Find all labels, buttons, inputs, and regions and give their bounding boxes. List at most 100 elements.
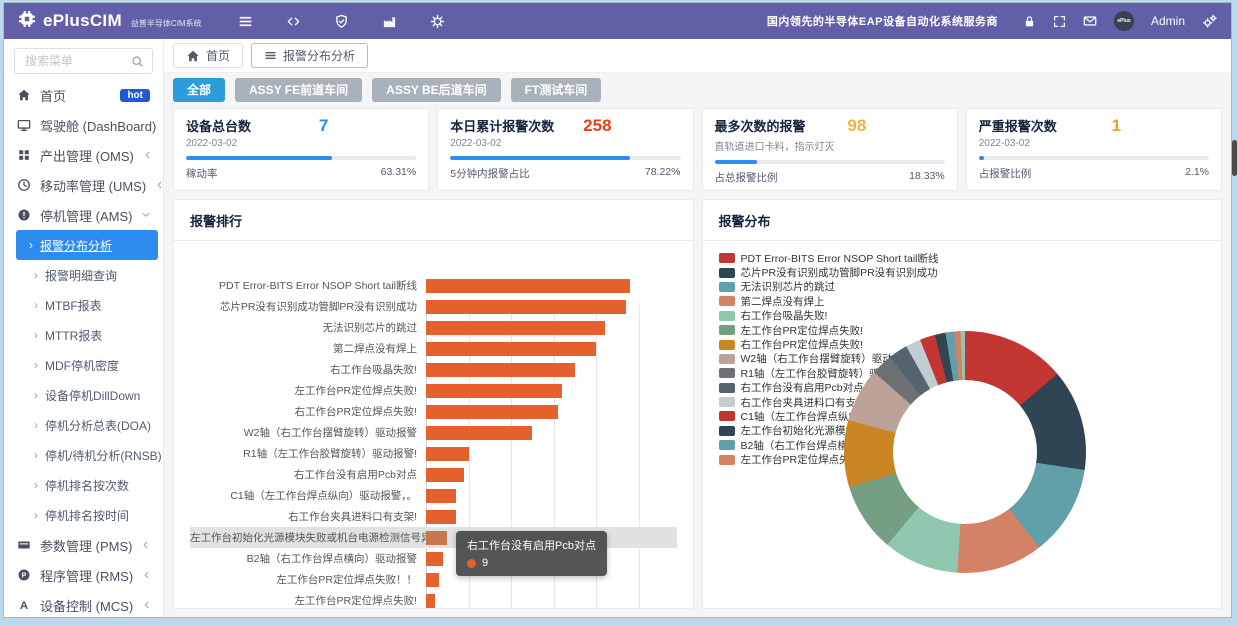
legend-label: 右工作台吸晶失败!	[740, 310, 828, 323]
filter-button-0[interactable]: 全部	[173, 77, 226, 102]
user-name[interactable]: Admin	[1150, 14, 1185, 28]
bar-2[interactable]	[426, 320, 605, 335]
legend-item-4[interactable]: 右工作台吸晶失败!	[718, 309, 1014, 323]
bar-14[interactable]	[426, 572, 439, 587]
bar-row-13[interactable]: B2轴（右工作台焊点横向）驱动报警	[190, 548, 677, 569]
kpi-progress-fill	[714, 160, 757, 164]
legend-item-1[interactable]: 芯片PR没有识别成功管脚PR没有识别成功	[718, 265, 1014, 279]
donut-chart[interactable]	[843, 331, 1086, 573]
bar-row-1[interactable]: 芯片PR没有识别成功管脚PR没有识别成功	[190, 296, 677, 317]
bar-1[interactable]	[426, 299, 626, 314]
sidebar-subitem-5[interactable]: › 设备停机DillDown	[4, 380, 163, 410]
sidebar-item-5[interactable]: 参数管理 (PMS)	[4, 530, 163, 560]
bar-row-0[interactable]: PDT Error-BITS Error NSOP Short tail断线	[190, 275, 677, 296]
bar-row-4[interactable]: 右工作台吸晶失败!	[190, 359, 677, 380]
legend-swatch	[718, 253, 735, 264]
bar-row-2[interactable]: 无法识别芯片的跳过	[190, 317, 677, 338]
bar-category-label: R1轴（左工作台胶臂旋转）驱动报警!	[243, 448, 417, 460]
app-logo: ePlusCIM 益普半导体CIM系统	[18, 10, 202, 33]
search-icon[interactable]	[131, 55, 144, 68]
bar-9[interactable]	[426, 467, 465, 482]
legend-item-6[interactable]: 右工作台PR定位焊点失败!	[718, 337, 1014, 351]
bar-row-3[interactable]: 第二焊点没有焊上	[190, 338, 677, 359]
sidebar-subitem-1[interactable]: › 报警明细查询	[4, 260, 163, 290]
legend-swatch	[718, 353, 735, 364]
sidebar-item-6[interactable]: P 程序管理 (RMS)	[4, 560, 163, 590]
kpi-value: 98	[847, 116, 867, 135]
bar-8[interactable]	[426, 446, 469, 461]
legend-item-10[interactable]: 右工作台夹具进料口有支架!	[718, 395, 1014, 409]
bar-category-label: 芯片PR没有识别成功管脚PR没有识别成功	[219, 301, 417, 313]
avatar[interactable]: ePlus	[1113, 11, 1134, 31]
app-subtitle: 益普半导体CIM系统	[130, 18, 202, 28]
sidebar-subitem-6[interactable]: › 停机分析总表(DOA)	[4, 410, 163, 440]
search-input[interactable]	[23, 53, 125, 69]
bar-row-10[interactable]: C1轴（左工作台焊点纵向）驱动报警，。	[190, 485, 677, 506]
lock-icon[interactable]	[1023, 15, 1036, 28]
sidebar-subitem-3[interactable]: › MTTR报表	[4, 320, 163, 350]
settings-gears-icon[interactable]	[1202, 14, 1217, 29]
sidebar-item-3[interactable]: 移动率管理 (UMS)	[4, 170, 163, 200]
bar-7[interactable]	[426, 425, 533, 440]
bar-10[interactable]	[426, 488, 456, 503]
sidebar-item-2[interactable]: 产出管理 (OMS)	[4, 140, 163, 170]
bar-row-14[interactable]: 左工作台PR定位焊点失败！！	[190, 569, 677, 590]
tab-1[interactable]: 报警分布分析	[251, 43, 369, 68]
bar-row-8[interactable]: R1轴（左工作台胶臂旋转）驱动报警!	[190, 443, 677, 464]
hot-badge: hot	[120, 88, 150, 102]
sidebar-item-7[interactable]: A 设备控制 (MCS)	[4, 590, 163, 617]
legend-item-9[interactable]: 右工作台没有启用Pcb对点	[718, 381, 1014, 395]
sidebar-subitem-2[interactable]: › MTBF报表	[4, 290, 163, 320]
factory-icon[interactable]	[382, 14, 397, 29]
legend-item-2[interactable]: 无法识别芯片的跳过	[718, 280, 1014, 294]
menu-icon[interactable]	[238, 14, 253, 29]
sidebar-subitem-8[interactable]: › 停机排名按次数	[4, 470, 163, 500]
mail-icon[interactable]	[1083, 14, 1097, 28]
shield-icon[interactable]	[334, 14, 349, 29]
sidebar-item-0[interactable]: 首页 hot	[4, 80, 163, 110]
bar-zone	[426, 527, 639, 548]
bar-5[interactable]	[426, 383, 562, 398]
legend-item-7[interactable]: W2轴（右工作台摆臂旋转）驱动报警	[718, 352, 1014, 366]
bar-row-9[interactable]: 右工作台没有启用Pcb对点	[190, 464, 677, 485]
sidebar-subitem-4[interactable]: › MDF停机密度	[4, 350, 163, 380]
home-icon	[17, 88, 31, 102]
bar-3[interactable]	[426, 341, 596, 356]
bar-4[interactable]	[426, 362, 575, 377]
tab-0[interactable]: 首页	[173, 43, 244, 68]
scrollbar-thumb[interactable]	[1232, 140, 1237, 176]
bar-row-11[interactable]: 右工作台夹具进料口有支架!	[190, 506, 677, 527]
sidebar-subitem-label: MDF停机密度	[45, 358, 119, 373]
bar-13[interactable]	[426, 551, 443, 566]
bar-row-15[interactable]: 左工作台PR定位焊点失败!	[190, 590, 677, 608]
bar-0[interactable]	[426, 278, 630, 293]
filter-button-2[interactable]: ASSY BE后道车间	[372, 77, 501, 102]
bar-row-6[interactable]: 右工作台PR定位焊点失败!	[190, 401, 677, 422]
sidebar-item-1[interactable]: 驾驶舱 (DashBoard)	[4, 110, 163, 140]
kpi-cards: 设备总台数 2022-03-02 7 稼动率 63.31% 本日累计报警次数 2022-03…	[173, 108, 1222, 191]
sidebar-subitem-9[interactable]: › 停机排名按时间	[4, 500, 163, 530]
bar-11[interactable]	[426, 509, 456, 524]
fullscreen-icon[interactable]	[1053, 15, 1066, 28]
legend-swatch	[718, 325, 735, 336]
legend-item-0[interactable]: PDT Error-BITS Error NSOP Short tail断线	[718, 251, 1014, 265]
gear-icon[interactable]	[430, 14, 445, 29]
alert-icon	[17, 208, 31, 222]
legend-item-5[interactable]: 左工作台PR定位焊点失败!	[718, 323, 1014, 337]
submenu-arrow-icon: ›	[34, 328, 38, 342]
sidebar-subitem-label: 停机分析总表(DOA)	[45, 418, 151, 433]
bar-12[interactable]	[426, 530, 448, 545]
filter-button-3[interactable]: FT测试车间	[510, 77, 602, 102]
sidebar-subitem-7[interactable]: › 停机/待机分析(RNSB)	[4, 440, 163, 470]
bar-row-5[interactable]: 左工作台PR定位焊点失败!	[190, 380, 677, 401]
legend-item-3[interactable]: 第二焊点没有焊上	[718, 294, 1014, 308]
kpi-progress-track	[450, 156, 681, 160]
sidebar-item-4[interactable]: 停机管理 (AMS)	[4, 200, 163, 230]
sidebar-subitem-0[interactable]: › 报警分布分析	[16, 230, 158, 260]
bar-6[interactable]	[426, 404, 558, 419]
filter-button-1[interactable]: ASSY FE前道车间	[235, 77, 363, 102]
bar-15[interactable]	[426, 593, 435, 608]
code-icon[interactable]	[286, 14, 301, 29]
bar-row-7[interactable]: W2轴（右工作台摆臂旋转）驱动报警	[190, 422, 677, 443]
sidebar-item-label: 参数管理 (PMS)	[40, 538, 133, 554]
